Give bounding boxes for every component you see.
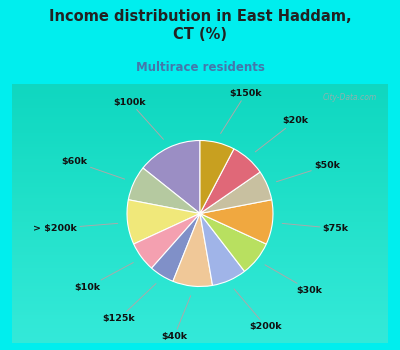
Text: $10k: $10k [75,262,133,292]
Wedge shape [200,200,273,244]
Wedge shape [200,214,266,271]
Wedge shape [200,172,272,214]
Text: $75k: $75k [282,223,349,233]
Text: $150k: $150k [221,89,262,133]
Text: > $200k: > $200k [34,223,118,233]
Text: $50k: $50k [276,161,340,182]
Wedge shape [128,168,200,214]
Text: Multirace residents: Multirace residents [136,61,264,74]
Text: $30k: $30k [265,265,323,295]
Wedge shape [200,149,260,214]
Text: $40k: $40k [161,296,191,341]
Wedge shape [143,140,200,214]
Wedge shape [200,140,234,214]
Wedge shape [173,214,212,287]
Text: $20k: $20k [255,117,308,152]
Text: $100k: $100k [114,98,164,139]
Text: $125k: $125k [102,284,156,323]
Wedge shape [152,214,200,281]
Text: City-Data.com: City-Data.com [322,93,376,103]
Text: $60k: $60k [62,157,125,179]
Wedge shape [127,200,200,244]
Text: Income distribution in East Haddam,
CT (%): Income distribution in East Haddam, CT (… [49,9,351,42]
Text: $200k: $200k [234,289,282,331]
Wedge shape [134,214,200,268]
Wedge shape [200,214,244,285]
